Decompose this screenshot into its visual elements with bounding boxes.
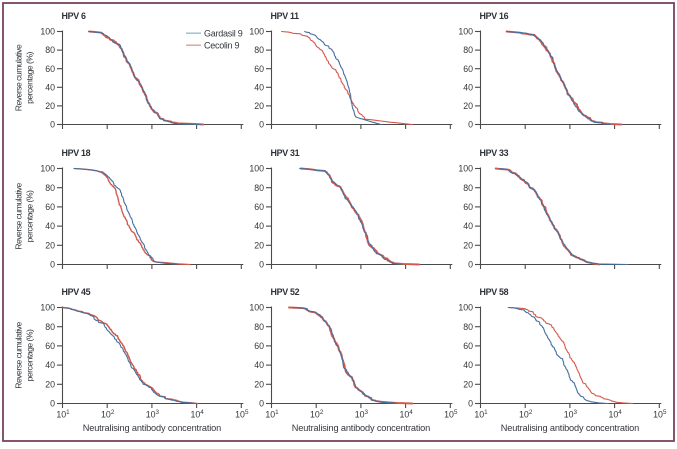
svg-text:80: 80 <box>254 183 264 193</box>
svg-text:100: 100 <box>40 164 55 174</box>
svg-text:40: 40 <box>45 221 55 231</box>
svg-text:104: 104 <box>190 409 204 419</box>
svg-text:20: 20 <box>254 240 264 250</box>
svg-text:103: 103 <box>355 409 369 419</box>
svg-text:40: 40 <box>463 360 473 370</box>
svg-text:HPV 18: HPV 18 <box>62 148 91 158</box>
svg-text:percentage (%): percentage (%) <box>25 329 35 381</box>
svg-text:Reverse cumulative: Reverse cumulative <box>14 44 24 111</box>
svg-text:20: 20 <box>463 101 473 111</box>
svg-text:80: 80 <box>45 183 55 193</box>
svg-text:Reverse cumulative: Reverse cumulative <box>14 183 24 250</box>
svg-text:80: 80 <box>45 322 55 332</box>
svg-text:0: 0 <box>468 120 473 130</box>
svg-text:Reverse cumulative: Reverse cumulative <box>14 322 24 389</box>
svg-text:40: 40 <box>254 221 264 231</box>
svg-text:0: 0 <box>259 260 264 270</box>
svg-text:0: 0 <box>259 399 264 409</box>
svg-text:0: 0 <box>468 260 473 270</box>
svg-text:105: 105 <box>444 409 458 419</box>
svg-text:100: 100 <box>40 303 55 313</box>
svg-text:20: 20 <box>45 101 55 111</box>
svg-text:60: 60 <box>463 64 473 74</box>
svg-text:HPV 11: HPV 11 <box>271 11 300 21</box>
svg-text:20: 20 <box>463 240 473 250</box>
svg-text:100: 100 <box>249 164 264 174</box>
svg-text:HPV 45: HPV 45 <box>62 287 91 297</box>
svg-text:103: 103 <box>564 409 578 419</box>
svg-text:80: 80 <box>463 183 473 193</box>
svg-text:100: 100 <box>458 27 473 37</box>
svg-text:60: 60 <box>45 202 55 212</box>
svg-text:Cecolin 9: Cecolin 9 <box>204 41 240 51</box>
svg-text:40: 40 <box>463 82 473 92</box>
svg-text:0: 0 <box>259 120 264 130</box>
svg-text:80: 80 <box>254 322 264 332</box>
svg-text:HPV 6: HPV 6 <box>62 11 87 21</box>
svg-text:percentage (%): percentage (%) <box>25 190 35 242</box>
svg-text:40: 40 <box>254 360 264 370</box>
svg-text:Neutralising antibody concentr: Neutralising antibody concentration <box>83 423 221 433</box>
svg-text:104: 104 <box>608 409 622 419</box>
svg-text:20: 20 <box>254 101 264 111</box>
svg-text:40: 40 <box>45 82 55 92</box>
svg-text:104: 104 <box>399 409 413 419</box>
svg-text:101: 101 <box>56 409 70 419</box>
svg-text:102: 102 <box>310 409 324 419</box>
svg-text:20: 20 <box>254 379 264 389</box>
svg-text:HPV 52: HPV 52 <box>271 287 300 297</box>
svg-text:0: 0 <box>50 120 55 130</box>
svg-text:HPV 31: HPV 31 <box>271 148 300 158</box>
svg-text:101: 101 <box>474 409 488 419</box>
svg-text:HPV 58: HPV 58 <box>480 287 509 297</box>
svg-text:40: 40 <box>45 360 55 370</box>
svg-text:percentage (%): percentage (%) <box>25 51 35 103</box>
svg-text:20: 20 <box>45 379 55 389</box>
svg-text:100: 100 <box>40 27 55 37</box>
svg-text:0: 0 <box>468 399 473 409</box>
svg-text:105: 105 <box>235 409 249 419</box>
svg-text:103: 103 <box>146 409 160 419</box>
svg-text:100: 100 <box>458 164 473 174</box>
svg-text:HPV 16: HPV 16 <box>480 11 509 21</box>
svg-text:101: 101 <box>265 409 279 419</box>
svg-text:100: 100 <box>249 303 264 313</box>
svg-text:0: 0 <box>50 399 55 409</box>
svg-text:60: 60 <box>45 64 55 74</box>
svg-text:60: 60 <box>254 64 264 74</box>
svg-text:60: 60 <box>463 202 473 212</box>
svg-text:80: 80 <box>45 45 55 55</box>
svg-text:60: 60 <box>463 341 473 351</box>
svg-text:60: 60 <box>45 341 55 351</box>
svg-text:60: 60 <box>254 202 264 212</box>
svg-text:Gardasil 9: Gardasil 9 <box>204 29 243 39</box>
svg-text:102: 102 <box>519 409 533 419</box>
svg-text:20: 20 <box>45 240 55 250</box>
svg-text:60: 60 <box>254 341 264 351</box>
svg-text:40: 40 <box>463 221 473 231</box>
svg-text:20: 20 <box>463 379 473 389</box>
svg-text:100: 100 <box>249 27 264 37</box>
svg-text:0: 0 <box>50 260 55 270</box>
svg-text:80: 80 <box>254 45 264 55</box>
svg-text:102: 102 <box>101 409 115 419</box>
svg-text:HPV 33: HPV 33 <box>480 148 509 158</box>
svg-text:40: 40 <box>254 82 264 92</box>
svg-text:80: 80 <box>463 322 473 332</box>
svg-text:Neutralising antibody concentr: Neutralising antibody concentration <box>501 423 639 433</box>
svg-text:80: 80 <box>463 45 473 55</box>
svg-text:105: 105 <box>653 409 667 419</box>
svg-text:100: 100 <box>458 303 473 313</box>
svg-text:Neutralising antibody concentr: Neutralising antibody concentration <box>292 423 430 433</box>
